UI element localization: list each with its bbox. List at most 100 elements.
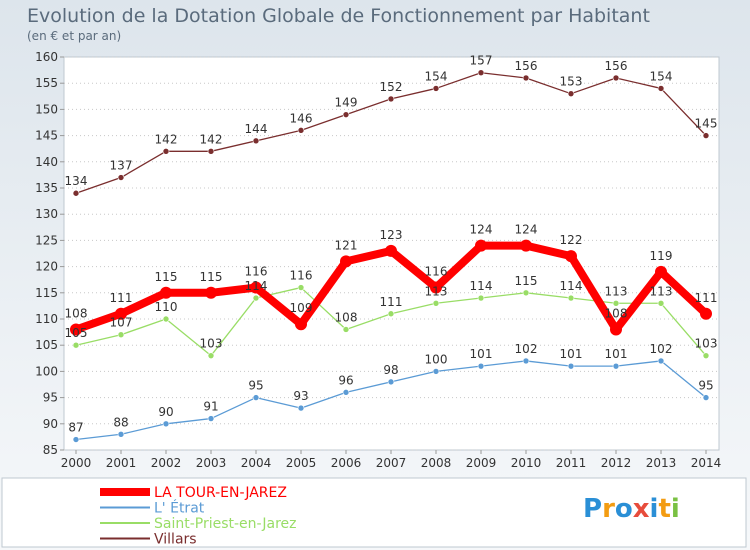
y-tick-label: 145 — [35, 129, 58, 143]
data-label: 101 — [605, 347, 628, 361]
data-label: 122 — [560, 233, 583, 247]
data-point — [612, 74, 620, 82]
y-tick-label: 100 — [35, 364, 58, 378]
data-label: 101 — [560, 347, 583, 361]
data-point — [387, 95, 395, 103]
data-label: 153 — [560, 75, 583, 89]
data-label: 134 — [65, 174, 88, 188]
logo-letter: o — [615, 494, 633, 524]
data-point — [610, 323, 622, 336]
data-point — [385, 244, 397, 257]
logo-letter: r — [602, 494, 615, 524]
x-tick-label: 2008 — [421, 456, 452, 470]
data-point — [432, 299, 440, 307]
data-label: 95 — [698, 379, 713, 393]
data-label: 142 — [155, 132, 178, 146]
data-label: 115 — [200, 270, 223, 284]
x-tick-label: 2013 — [646, 456, 677, 470]
data-label: 121 — [335, 238, 358, 252]
data-label: 146 — [290, 111, 313, 125]
legend-label: L' Étrat — [154, 500, 205, 517]
legend-label: Villars — [154, 532, 197, 548]
data-point — [160, 286, 172, 299]
data-label: 149 — [335, 96, 358, 110]
data-point — [72, 341, 80, 349]
data-label: 91 — [203, 400, 218, 414]
y-tick-label: 135 — [35, 181, 58, 195]
data-point — [387, 310, 395, 318]
x-tick-label: 2014 — [691, 456, 722, 470]
data-label: 108 — [335, 310, 358, 324]
logo-letter: i — [671, 494, 680, 524]
y-tick-label: 140 — [35, 155, 58, 169]
x-tick-label: 2006 — [331, 456, 362, 470]
data-label: 111 — [380, 295, 403, 309]
series-layer — [70, 69, 712, 443]
data-point — [297, 284, 305, 291]
y-tick-label: 105 — [35, 338, 58, 352]
data-label: 111 — [110, 291, 133, 305]
y-tick-label: 115 — [35, 286, 58, 300]
y-tick-label: 125 — [35, 233, 58, 247]
data-point — [205, 286, 217, 299]
data-label: 103 — [695, 337, 718, 351]
data-point — [115, 307, 127, 320]
x-tick-label: 2001 — [106, 456, 137, 470]
data-point — [475, 239, 487, 252]
data-label: 142 — [200, 132, 223, 146]
data-label: 157 — [470, 54, 493, 68]
data-point — [702, 352, 710, 359]
data-label: 113 — [650, 284, 673, 298]
data-point — [477, 362, 485, 370]
data-label: 152 — [380, 80, 403, 94]
data-point — [430, 281, 442, 294]
data-label: 144 — [245, 122, 268, 136]
data-label: 107 — [110, 316, 133, 330]
data-point — [565, 250, 577, 263]
data-point — [162, 420, 170, 428]
data-label: 116 — [290, 269, 313, 283]
data-point — [162, 148, 170, 155]
data-point — [567, 90, 575, 97]
data-label: 103 — [200, 337, 223, 351]
data-label: 145 — [695, 117, 718, 131]
data-label: 102 — [650, 342, 673, 356]
data-point — [295, 318, 307, 331]
data-label: 116 — [425, 265, 448, 279]
axis-layer: 85 90 95 100 105 110 115 120 125 130 135 140 145 150 1… — [35, 50, 721, 470]
data-label: 113 — [425, 284, 448, 298]
data-label: 95 — [248, 379, 263, 393]
data-point — [700, 307, 712, 320]
data-point — [162, 315, 170, 323]
logo-letter: x — [633, 494, 650, 524]
data-point — [522, 289, 530, 297]
data-point — [702, 132, 710, 139]
chart-subtitle: (en € et par an) — [27, 29, 121, 43]
data-label: 111 — [695, 291, 718, 305]
data-label: 88 — [113, 415, 128, 429]
data-point — [252, 137, 260, 145]
data-label: 87 — [68, 421, 83, 435]
x-tick-label: 2010 — [511, 456, 542, 470]
logo-letter: P — [583, 494, 602, 524]
data-point — [567, 362, 575, 370]
data-point — [342, 326, 350, 333]
data-label: 114 — [245, 279, 268, 293]
data-point — [342, 111, 350, 118]
data-point — [702, 394, 710, 401]
data-point — [612, 299, 620, 307]
data-label: 156 — [605, 59, 628, 73]
data-point — [207, 352, 215, 359]
data-label: 114 — [560, 279, 583, 293]
data-point — [657, 299, 665, 307]
data-label: 116 — [245, 265, 268, 279]
legend-label: LA TOUR-EN-JAREZ — [154, 485, 287, 501]
data-label: 114 — [470, 279, 493, 293]
data-point — [252, 294, 260, 302]
data-point — [207, 415, 215, 422]
x-tick-label: 2009 — [466, 456, 497, 470]
y-tick-label: 85 — [43, 443, 58, 457]
data-point — [655, 265, 667, 278]
